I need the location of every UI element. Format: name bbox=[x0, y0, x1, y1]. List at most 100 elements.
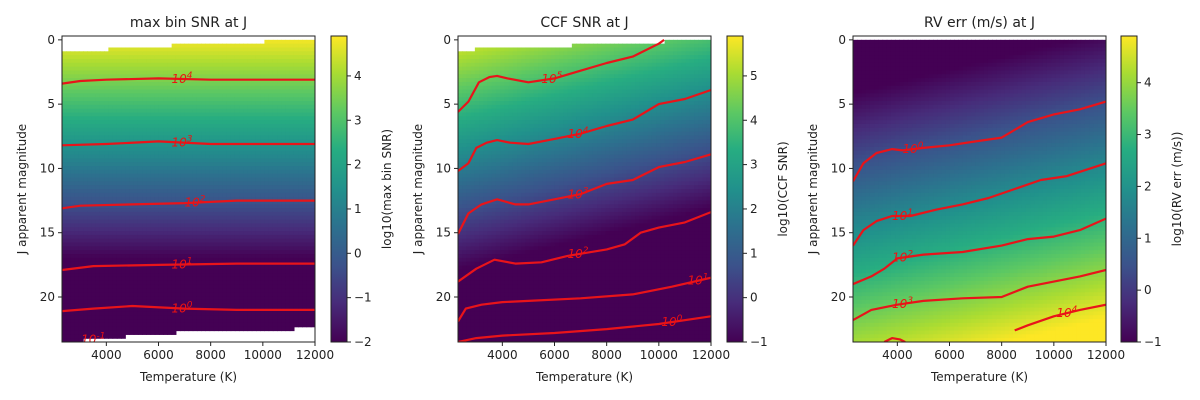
heatmap-cell bbox=[137, 146, 143, 152]
heatmap-cell bbox=[188, 108, 194, 114]
heatmap-cell bbox=[192, 85, 198, 91]
heatmap-cell bbox=[239, 81, 244, 87]
heatmap-cell bbox=[192, 326, 198, 332]
heatmap-cell bbox=[99, 280, 105, 286]
heatmap-cell bbox=[133, 322, 139, 328]
heatmap-cell bbox=[175, 58, 181, 64]
heatmap-cell bbox=[222, 70, 228, 75]
heatmap-cell bbox=[466, 120, 472, 125]
heatmap-cell bbox=[108, 166, 114, 171]
heatmap-cell bbox=[281, 319, 287, 324]
heatmap-cell bbox=[226, 219, 232, 225]
heatmap-cell bbox=[458, 292, 463, 297]
heatmap-cell bbox=[213, 66, 219, 72]
heatmap-cell bbox=[222, 189, 228, 194]
x-tick-label: 6000 bbox=[143, 348, 174, 362]
heatmap-cell bbox=[104, 154, 109, 159]
contour-line bbox=[62, 77, 315, 85]
heatmap-cell bbox=[125, 250, 131, 255]
heatmap-cell bbox=[222, 131, 228, 137]
heatmap-cell bbox=[260, 143, 265, 148]
heatmap-cell bbox=[260, 108, 265, 114]
heatmap-cell bbox=[247, 97, 253, 102]
heatmap-cell bbox=[175, 189, 181, 194]
heatmap-cell bbox=[251, 254, 257, 259]
heatmap-cell bbox=[201, 227, 206, 232]
heatmap-cell bbox=[243, 246, 249, 251]
heatmap-cell bbox=[277, 120, 282, 125]
heatmap-cell bbox=[458, 154, 463, 159]
heatmap-cell bbox=[251, 276, 257, 282]
colorbar-tick-label: 4 bbox=[354, 69, 362, 83]
heatmap-cell bbox=[87, 55, 93, 60]
heatmap-cell bbox=[255, 296, 261, 301]
heatmap-cell bbox=[196, 154, 202, 159]
heatmap-cell bbox=[108, 303, 114, 309]
heatmap-cell bbox=[116, 181, 122, 186]
heatmap-cell bbox=[196, 116, 202, 121]
heatmap-cell bbox=[112, 299, 118, 305]
heatmap-cell bbox=[234, 158, 240, 163]
heatmap-cell bbox=[222, 135, 228, 140]
heatmap-cell bbox=[306, 315, 312, 320]
heatmap-cell bbox=[95, 166, 101, 171]
heatmap-cell bbox=[104, 185, 109, 190]
heatmap-cell bbox=[277, 231, 282, 236]
heatmap-cell bbox=[62, 238, 67, 244]
heatmap-cell bbox=[209, 51, 215, 56]
heatmap-cell bbox=[479, 81, 484, 87]
heatmap-cell bbox=[462, 326, 468, 332]
heatmap-cell bbox=[91, 51, 97, 56]
heatmap-cell bbox=[218, 189, 223, 194]
heatmap-cell bbox=[230, 131, 236, 137]
heatmap-cell bbox=[154, 273, 160, 278]
heatmap-cell bbox=[268, 131, 274, 137]
heatmap-cell bbox=[260, 192, 265, 198]
heatmap-cell bbox=[137, 101, 143, 106]
heatmap-cell bbox=[108, 181, 114, 186]
heatmap-cell bbox=[129, 181, 135, 186]
heatmap-cell bbox=[196, 97, 202, 102]
heatmap-cell bbox=[188, 89, 194, 94]
heatmap-cell bbox=[171, 269, 177, 274]
heatmap-cell bbox=[289, 120, 295, 125]
heatmap-cell bbox=[302, 311, 308, 316]
heatmap-cell bbox=[306, 257, 312, 263]
heatmap-cell bbox=[458, 120, 463, 125]
heatmap-cell bbox=[171, 162, 177, 167]
heatmap-cell bbox=[70, 154, 76, 159]
heatmap-cell bbox=[298, 58, 303, 64]
heatmap-cell bbox=[213, 250, 219, 255]
heatmap-cell bbox=[306, 322, 312, 328]
heatmap-cell bbox=[192, 311, 198, 316]
heatmap-cell bbox=[201, 169, 206, 175]
colorbar-gradient bbox=[330, 35, 348, 343]
heatmap-cell bbox=[201, 154, 206, 159]
heatmap-cell bbox=[222, 303, 228, 309]
heatmap-cell bbox=[268, 326, 274, 332]
heatmap-cell bbox=[272, 231, 278, 236]
heatmap-cell bbox=[121, 200, 126, 205]
heatmap-cell bbox=[150, 66, 156, 72]
heatmap-cell bbox=[226, 97, 232, 102]
heatmap-cell bbox=[247, 246, 253, 251]
heatmap-cell bbox=[310, 112, 315, 117]
heatmap-cell bbox=[218, 177, 223, 182]
heatmap-cell bbox=[171, 62, 177, 68]
heatmap-cell bbox=[306, 139, 312, 144]
heatmap-cell bbox=[78, 234, 84, 240]
heatmap-cell bbox=[230, 81, 236, 87]
heatmap-cell bbox=[201, 185, 206, 190]
heatmap-cell bbox=[251, 93, 257, 98]
heatmap-cell bbox=[247, 185, 253, 190]
heatmap-cell bbox=[218, 51, 223, 56]
heatmap-cell bbox=[112, 104, 118, 110]
heatmap-cell bbox=[281, 123, 287, 129]
heatmap-cell bbox=[99, 74, 105, 79]
heatmap-cell bbox=[306, 276, 312, 282]
heatmap-cell bbox=[133, 108, 139, 114]
heatmap-cell bbox=[474, 292, 480, 297]
heatmap-cell bbox=[458, 169, 463, 175]
heatmap-cell bbox=[230, 242, 236, 247]
heatmap-cell bbox=[268, 135, 274, 140]
